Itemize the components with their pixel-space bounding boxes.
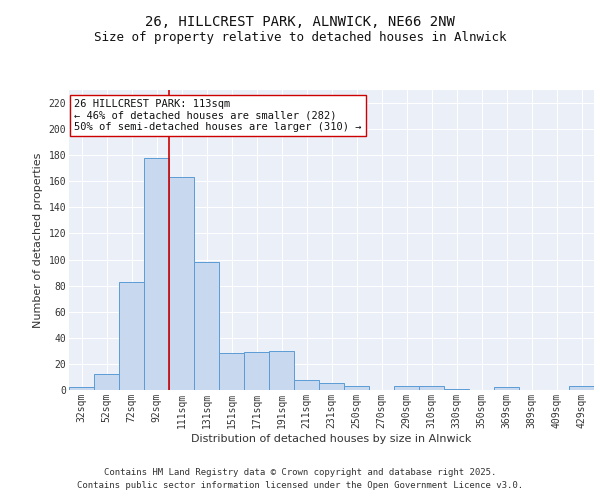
Bar <box>169 178 194 390</box>
Text: 26, HILLCREST PARK, ALNWICK, NE66 2NW: 26, HILLCREST PARK, ALNWICK, NE66 2NW <box>145 16 455 30</box>
Bar <box>344 386 369 390</box>
Text: 26 HILLCREST PARK: 113sqm
← 46% of detached houses are smaller (282)
50% of semi: 26 HILLCREST PARK: 113sqm ← 46% of detac… <box>74 99 362 132</box>
Bar <box>94 374 119 390</box>
Text: Contains public sector information licensed under the Open Government Licence v3: Contains public sector information licen… <box>77 482 523 490</box>
Bar <box>244 352 269 390</box>
Bar <box>144 158 169 390</box>
Bar <box>219 354 244 390</box>
X-axis label: Distribution of detached houses by size in Alnwick: Distribution of detached houses by size … <box>191 434 472 444</box>
Bar <box>269 351 294 390</box>
Bar <box>119 282 144 390</box>
Bar <box>194 262 219 390</box>
Bar <box>494 388 519 390</box>
Bar <box>294 380 319 390</box>
Bar <box>69 388 94 390</box>
Bar <box>419 386 444 390</box>
Bar <box>319 384 344 390</box>
Text: Contains HM Land Registry data © Crown copyright and database right 2025.: Contains HM Land Registry data © Crown c… <box>104 468 496 477</box>
Bar <box>444 388 469 390</box>
Text: Size of property relative to detached houses in Alnwick: Size of property relative to detached ho… <box>94 31 506 44</box>
Y-axis label: Number of detached properties: Number of detached properties <box>33 152 43 328</box>
Bar <box>569 386 594 390</box>
Bar <box>394 386 419 390</box>
